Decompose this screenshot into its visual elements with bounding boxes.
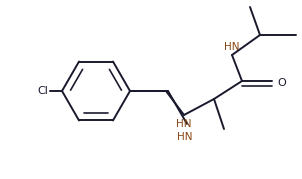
Text: Cl: Cl [37, 86, 48, 96]
Text: O: O [277, 78, 286, 88]
Text: HN: HN [177, 132, 193, 142]
Text: HN: HN [176, 119, 192, 129]
Text: HN: HN [224, 42, 240, 52]
